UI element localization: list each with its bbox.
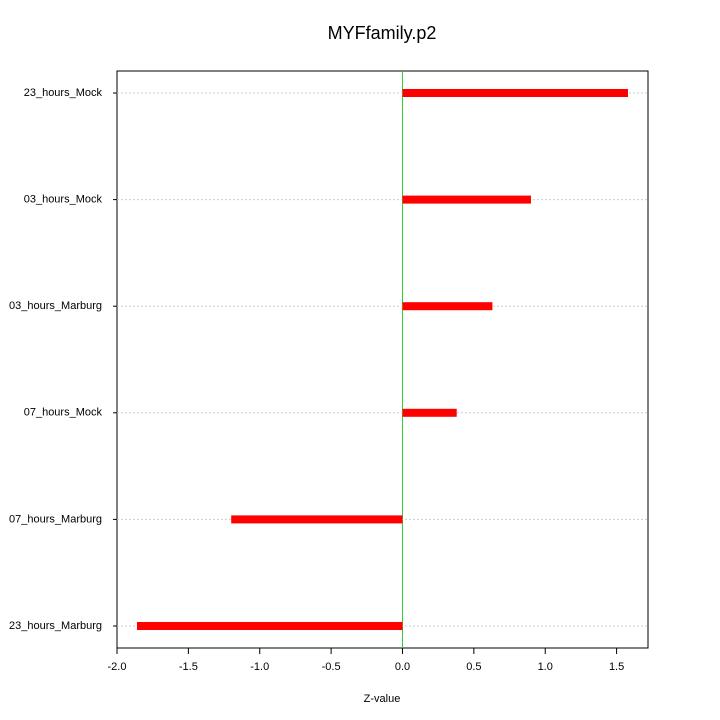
bar [231, 515, 403, 524]
x-axis-label: Z-value [364, 693, 401, 705]
bar [402, 195, 531, 204]
x-tick-label: -2.0 [108, 661, 127, 673]
bar [402, 89, 629, 97]
y-tick-label: 23_hours_Mock [24, 87, 103, 99]
plot-frame [116, 70, 649, 649]
y-tick-label: 03_hours_Marburg [9, 300, 102, 312]
x-tick-label: 1.0 [538, 661, 553, 673]
y-tick-label: 23_hours_Marburg [9, 620, 102, 632]
x-tick-label: 0.5 [466, 661, 481, 673]
x-tick-label: -1.5 [179, 661, 198, 673]
y-tick-label: 07_hours_Mock [24, 407, 103, 419]
bar [402, 408, 457, 417]
y-tick-label: 07_hours_Marburg [9, 513, 102, 525]
x-tick-label: -0.5 [322, 661, 341, 673]
chart-title: MYFfamily.p2 [328, 23, 437, 43]
bar [136, 622, 403, 630]
x-tick-label: -1.0 [250, 661, 269, 673]
x-tick-label: 0.0 [395, 661, 410, 673]
x-tick-label: 1.5 [609, 661, 624, 673]
y-tick-label: 03_hours_Mock [24, 194, 103, 206]
bar [402, 302, 493, 311]
